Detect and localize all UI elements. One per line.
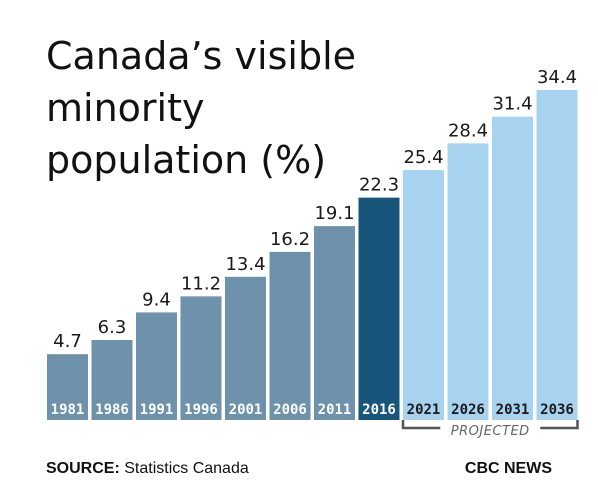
source-note: SOURCE: Statistics Canada	[46, 460, 249, 478]
value-label-1986: 6.3	[98, 317, 127, 338]
bar-2031	[492, 116, 533, 421]
value-label-2026: 28.4	[448, 120, 488, 141]
projected-label-bg	[440, 420, 541, 440]
bar-2016	[358, 197, 400, 420]
bar-1986	[91, 339, 133, 420]
year-label-1986: 1986	[95, 402, 129, 418]
projected-label: PROJECTED	[451, 424, 530, 439]
year-label-2036: 2036	[540, 402, 574, 418]
value-label-2036: 34.4	[537, 67, 577, 88]
year-label-2011: 2011	[318, 402, 352, 418]
bar-2021	[403, 170, 444, 420]
year-label-2026: 2026	[451, 402, 485, 418]
value-label-2016: 22.3	[359, 175, 399, 196]
value-label-1996: 11.2	[181, 273, 221, 294]
year-label-1981: 1981	[51, 402, 85, 418]
bar-1991	[136, 312, 177, 420]
value-label-2001: 13.4	[225, 254, 265, 275]
source-prefix: SOURCE:	[46, 460, 120, 477]
chart-title: Canada’s visible minority population (%)	[46, 34, 357, 182]
value-label-2006: 16.2	[270, 229, 310, 250]
bar-2006	[269, 251, 311, 420]
value-label-2011: 19.1	[314, 203, 354, 224]
value-label-1991: 9.4	[142, 289, 171, 310]
source-text: Statistics Canada	[124, 460, 249, 477]
year-label-1991: 1991	[140, 402, 174, 418]
brand-logo-text: CBC NEWS	[464, 460, 552, 477]
bar-2026	[447, 143, 489, 421]
year-label-2016: 2016	[362, 402, 396, 418]
year-label-2001: 2001	[229, 402, 263, 418]
bar-1996	[180, 296, 222, 420]
year-label-2021: 2021	[407, 402, 441, 418]
bar-2036	[536, 90, 578, 420]
bar-2011	[314, 226, 355, 420]
year-label-2006: 2006	[273, 402, 307, 418]
bar-2001	[225, 276, 266, 420]
year-label-1996: 1996	[184, 402, 218, 418]
year-label-2031: 2031	[496, 402, 530, 418]
value-label-2031: 31.4	[492, 94, 532, 115]
value-label-1981: 4.7	[53, 331, 82, 352]
bar-1981	[47, 354, 88, 420]
value-label-2021: 25.4	[403, 147, 443, 168]
